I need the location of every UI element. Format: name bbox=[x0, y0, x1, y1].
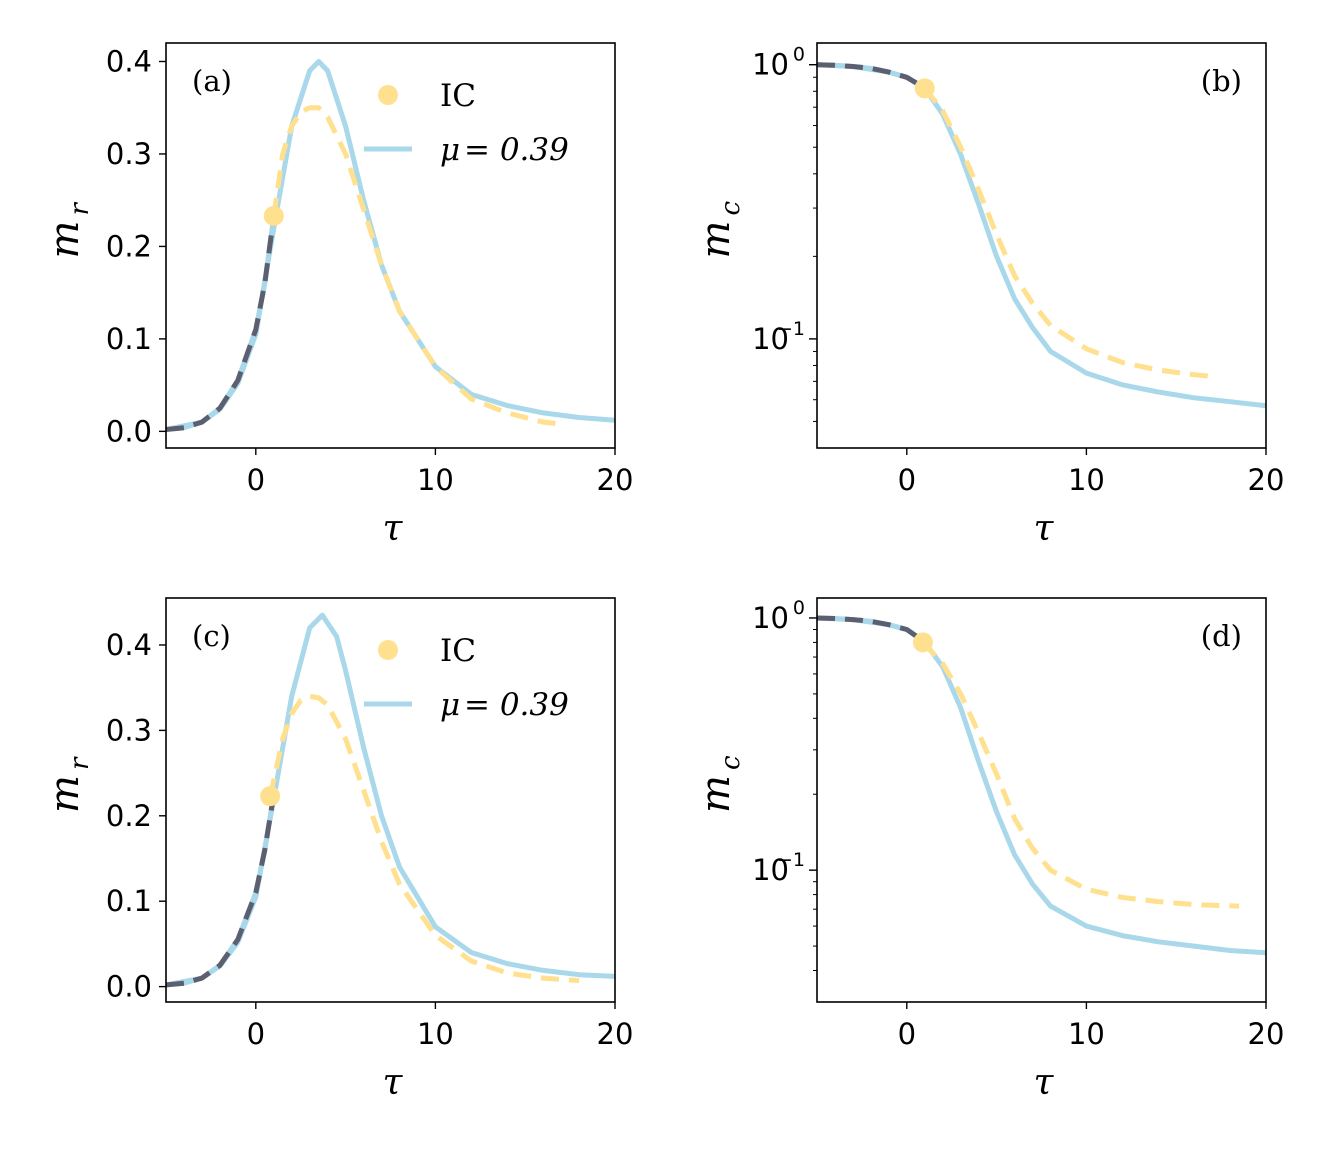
y-axis-label-subscript: c bbox=[716, 201, 746, 216]
y-tick-label: 0.1 bbox=[106, 322, 152, 356]
y-tick-exponent: −1 bbox=[777, 318, 805, 340]
series-mu-line bbox=[166, 59, 615, 432]
y-axis-label: mr bbox=[42, 202, 95, 259]
legend-mu-value: = 0.39 bbox=[464, 132, 569, 168]
y-tick-label: 10 bbox=[752, 322, 789, 356]
y-axis-label-subscript: r bbox=[65, 756, 95, 770]
legend-mu-value: = 0.39 bbox=[464, 687, 569, 723]
ic-point bbox=[914, 78, 935, 99]
y-axis-label-main: m bbox=[693, 775, 739, 813]
y-axis-label-main: m bbox=[693, 221, 739, 259]
y-tick-exponent: 0 bbox=[793, 44, 805, 66]
legend-ic-marker bbox=[378, 640, 398, 660]
series-ic-dashed bbox=[922, 86, 1213, 379]
series-ic-dashed bbox=[267, 693, 580, 984]
x-tick-label: 10 bbox=[417, 463, 454, 497]
y-tick-label: 0.2 bbox=[106, 799, 152, 833]
x-axis-label: τ bbox=[383, 508, 404, 549]
y-axis-label-subscript: c bbox=[716, 755, 746, 770]
plot-area bbox=[817, 62, 1266, 409]
series-data-dashed bbox=[166, 215, 277, 432]
x-tick-label: 20 bbox=[1248, 463, 1285, 497]
legend: IC μ = 0.39 bbox=[364, 633, 569, 723]
x-tick-label: 20 bbox=[597, 1017, 634, 1051]
axes-frame bbox=[165, 42, 616, 449]
y-tick-label: 0.0 bbox=[106, 970, 152, 1004]
x-tick-label: 0 bbox=[898, 1017, 916, 1051]
axes-frame bbox=[165, 597, 616, 1003]
legend-ic-label: IC bbox=[440, 78, 476, 114]
x-axis-label: τ bbox=[383, 1062, 404, 1103]
x-tick-label: 10 bbox=[1068, 463, 1105, 497]
panel-label: (a) bbox=[192, 64, 232, 98]
x-axis-label: τ bbox=[1034, 508, 1055, 549]
y-tick-label: 10 bbox=[752, 48, 789, 82]
axes-frame bbox=[816, 42, 1267, 449]
x-tick-label: 0 bbox=[247, 463, 265, 497]
legend-mu-symbol: μ bbox=[440, 132, 460, 168]
x-tick-label: 20 bbox=[597, 463, 634, 497]
panel-label: (d) bbox=[1201, 619, 1242, 653]
legend-mu-symbol: μ bbox=[440, 687, 460, 723]
ic-point bbox=[260, 786, 281, 807]
y-axis-label-main: m bbox=[42, 221, 88, 259]
panel-label: (c) bbox=[192, 619, 231, 653]
x-tick-label: 20 bbox=[1248, 1017, 1285, 1051]
series-data-dashed bbox=[817, 615, 927, 645]
y-tick-label: 0.3 bbox=[106, 713, 152, 747]
plot-area bbox=[166, 612, 615, 988]
series-ic-dashed bbox=[271, 105, 562, 427]
series-mu-line bbox=[817, 62, 1266, 409]
ic-point bbox=[912, 632, 933, 653]
legend-ic-label: IC bbox=[440, 633, 476, 669]
x-tick-label: 10 bbox=[1068, 1017, 1105, 1051]
y-tick-label: 0.3 bbox=[106, 137, 152, 171]
y-tick-label: 10 bbox=[752, 853, 789, 887]
panel-c: 0 10 20 0.0 0.1 0.2 0.3 0.4 τ mr (c) IC μ = 0.39 bbox=[42, 597, 634, 1103]
legend: IC μ = 0.39 bbox=[364, 78, 569, 168]
y-tick-label: 0.0 bbox=[106, 414, 152, 448]
panel-label: (b) bbox=[1201, 64, 1242, 98]
y-axis-label-main: m bbox=[42, 775, 88, 813]
y-tick-label: 0.2 bbox=[106, 229, 152, 263]
y-tick-exponent: 0 bbox=[793, 597, 805, 619]
y-axis-label: mr bbox=[42, 756, 95, 813]
series-ic-dashed bbox=[921, 640, 1240, 909]
y-axis-label: mc bbox=[693, 201, 746, 259]
series-data-dashed bbox=[817, 62, 927, 91]
y-tick-label: 0.4 bbox=[106, 628, 152, 662]
panel-a: 0 10 20 0.0 0.1 0.2 0.3 0.4 τ mr (a) IC μ = 0.39 bbox=[42, 42, 634, 549]
axes-frame bbox=[816, 597, 1267, 1003]
x-tick-label: 0 bbox=[247, 1017, 265, 1051]
x-axis-label: τ bbox=[1034, 1062, 1055, 1103]
x-tick-label: 10 bbox=[417, 1017, 454, 1051]
series-mu-line bbox=[817, 615, 1266, 956]
y-tick-label: 0.1 bbox=[106, 884, 152, 918]
y-tick-label: 0.4 bbox=[106, 44, 152, 78]
series-data-dashed bbox=[166, 794, 277, 988]
x-tick-label: 0 bbox=[898, 463, 916, 497]
series-mu-line bbox=[166, 612, 615, 988]
y-axis-label: mc bbox=[693, 755, 746, 813]
y-axis-label-subscript: r bbox=[65, 202, 95, 216]
y-tick-label: 10 bbox=[752, 601, 789, 635]
y-tick-exponent: −1 bbox=[777, 849, 805, 871]
ic-point bbox=[263, 205, 284, 226]
plot-area bbox=[817, 615, 1266, 956]
legend-ic-marker bbox=[378, 85, 398, 105]
plot-area bbox=[166, 59, 615, 432]
